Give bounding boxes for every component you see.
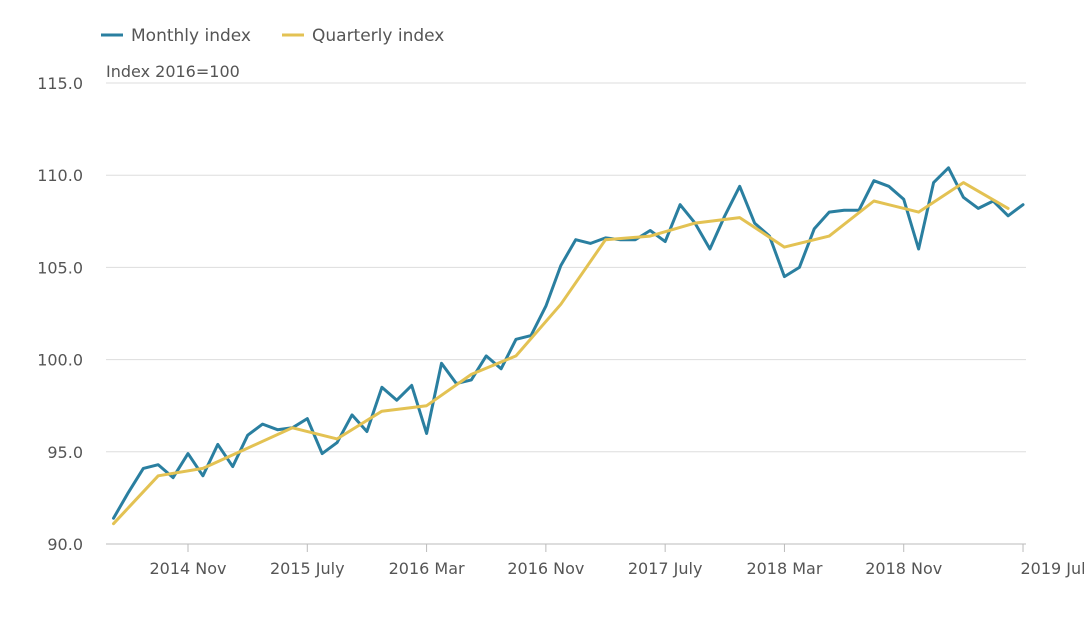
x-tick-label: 2018 Mar: [746, 559, 822, 578]
y-tick-label: 115.0: [37, 74, 83, 93]
y-tick-label: 110.0: [37, 166, 83, 185]
legend-label-quarterly: Quarterly index: [312, 26, 444, 46]
x-tick-label: 2018 Nov: [865, 559, 942, 578]
x-tick-label: 2017 July: [628, 559, 703, 578]
series-group: [112, 166, 1025, 526]
y-tick-label: 100.0: [37, 351, 83, 370]
x-tick-label: 2016 Nov: [507, 559, 584, 578]
y-tick-label: 95.0: [47, 443, 83, 462]
legend: Monthly index Quarterly index: [101, 26, 444, 46]
series-line-quarterly-index: [112, 181, 1010, 526]
y-axis-unit-label: Index 2016=100: [106, 62, 240, 81]
x-tick-label: 2016 Mar: [389, 559, 465, 578]
x-tick-label: 2015 July: [270, 559, 345, 578]
x-tick-label: 2014 Nov: [149, 559, 226, 578]
y-tick-label: 90.0: [47, 535, 83, 554]
x-axis: 2014 Nov 2015 July 2016 Mar 2016 Nov 2017 Ju…: [106, 543, 1084, 578]
y-axis: 90.0 95.0 100.0 105.0 110.0 115.0: [37, 74, 83, 554]
series-line-monthly-index: [112, 166, 1025, 520]
legend-label-monthly: Monthly index: [131, 26, 251, 46]
y-tick-label: 105.0: [37, 258, 83, 277]
gridlines: [106, 82, 1026, 453]
x-tick-label: 2019 Jul: [1020, 559, 1084, 578]
